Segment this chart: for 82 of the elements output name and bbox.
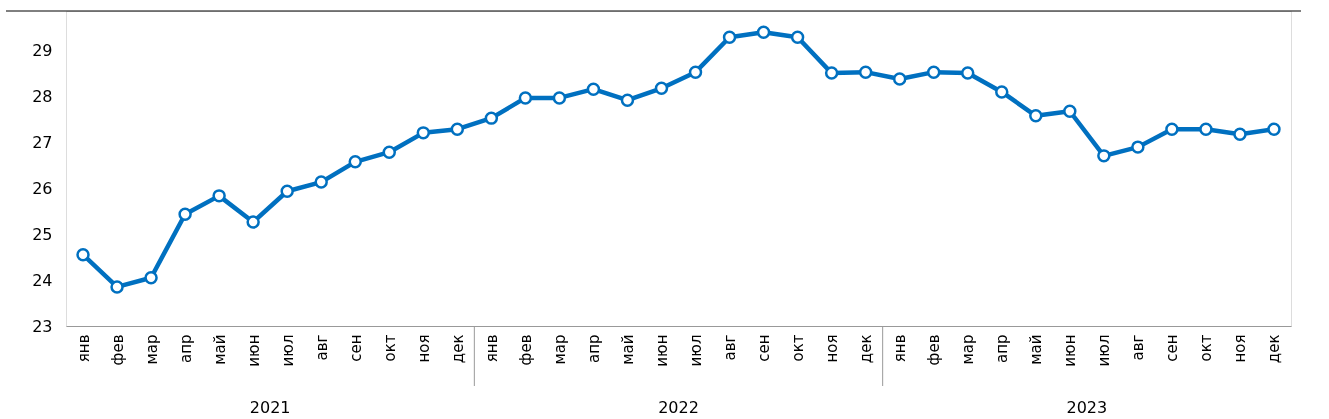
x-tick-label: мар [550,334,569,365]
x-tick-label: авг [721,334,740,361]
x-tick-label: ноя [414,334,433,363]
text: 2021 [249,398,291,417]
x-tick-label: ноя [1231,334,1250,363]
point [995,85,1009,99]
point [790,30,805,44]
point [110,280,124,294]
point [654,81,669,95]
x-tick-label: май [618,334,637,365]
point [76,248,90,262]
point [620,93,635,107]
y-tick-label: 28 [32,86,53,106]
x-tick-label: мар [142,334,161,365]
point [1199,122,1213,136]
y-tick-label: 23 [32,316,53,336]
x-tick-label: фев [108,334,127,366]
x-tick-label: июл [1095,334,1114,367]
x-tick-label: фев [516,334,535,366]
x-tick-label: авг [312,334,331,361]
x-tick-label: июл [687,334,706,367]
x-tick-label: апр [584,334,603,364]
x-tick-label: окт [1197,334,1216,362]
x-tick-label: янв [74,334,93,363]
point [1097,149,1111,163]
point [858,65,873,79]
point [961,66,975,80]
x-tick-label: дек [857,334,876,364]
x-tick-label: янв [891,334,910,363]
point [1063,104,1077,118]
x-tick-label: мар [959,334,978,365]
point [518,91,533,105]
point [926,65,941,79]
text: 2023 [1066,398,1108,417]
point [756,25,771,39]
point [722,30,737,44]
x-tick-label: дек [1265,334,1284,364]
x-tick-label: сен [346,334,365,362]
x-tick-label: июн [244,334,263,367]
point [552,91,567,105]
x-tick-label: фев [925,334,944,366]
point [212,189,226,203]
point [484,111,499,125]
point [348,155,362,169]
x-tick-label: окт [380,334,399,362]
y-tick-label: 29 [32,40,53,60]
point [824,66,839,80]
x-tick-label: сен [1163,334,1182,362]
point [314,175,328,189]
point [892,72,907,86]
x-tick-label: апр [993,334,1012,364]
text: 2022 [658,398,699,417]
x-tick-label: авг [1129,334,1148,361]
point [1267,122,1281,136]
point [586,82,601,96]
y-tick-label: 25 [32,224,53,244]
x-tick-label: ноя [823,334,842,363]
x-tick-label: май [210,334,229,365]
point [178,207,192,221]
y-tick-label: 26 [32,178,53,198]
point [1029,109,1043,123]
point [450,122,465,136]
point [1233,127,1247,141]
x-tick-label: сен [755,334,774,362]
point [1131,140,1145,154]
x-tick-label: окт [789,334,808,362]
point [144,271,158,285]
point [382,145,396,159]
x-tick-label: янв [482,334,501,363]
point [246,215,260,229]
x-tick-label: апр [176,334,195,364]
y-tick-label: 27 [32,132,53,152]
x-tick-label: дек [448,334,467,364]
point [688,65,703,79]
point [1165,122,1179,136]
point [280,184,294,198]
y-tick-label: 24 [32,270,53,290]
x-tick-label: июл [278,334,297,367]
x-tick-label: июн [652,334,671,367]
x-tick-label: май [1027,334,1046,365]
x-tick-label: июн [1061,334,1080,367]
point [416,126,431,140]
